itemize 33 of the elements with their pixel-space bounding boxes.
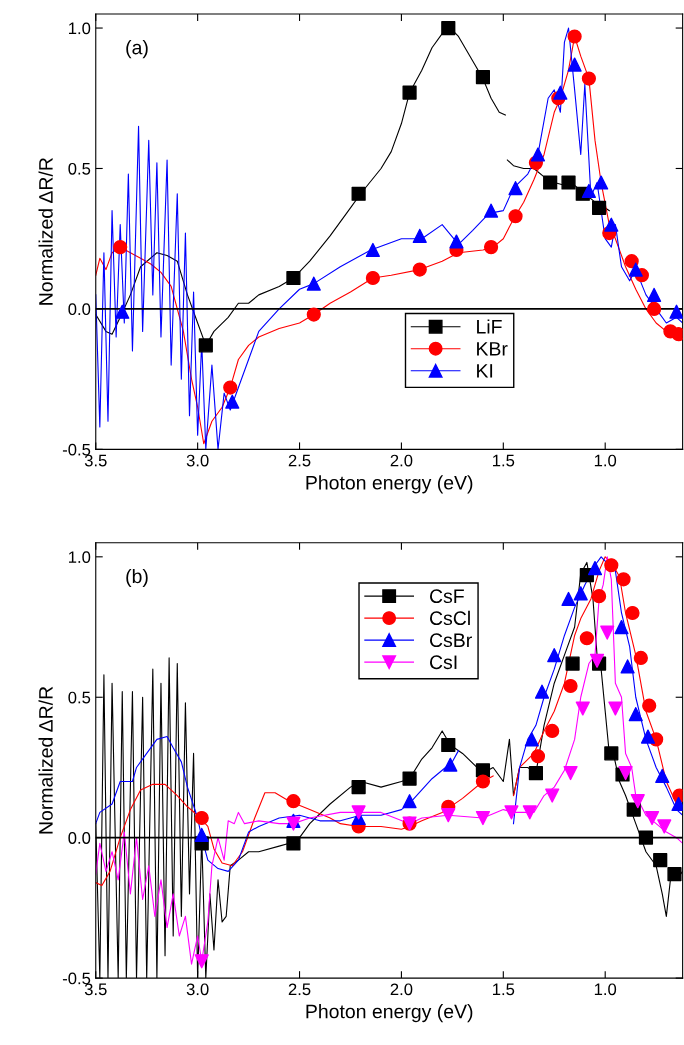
x-tick-label: 1.0	[594, 454, 617, 467]
x-tick-label: 2.5	[288, 983, 311, 996]
legend-label: KI	[477, 364, 493, 378]
legend-label: CsI	[430, 655, 457, 670]
x-tick-label: 1.5	[493, 454, 515, 467]
legend-label: LiF	[477, 319, 502, 334]
y-tick-label: 0.5	[68, 162, 91, 175]
legend-label: CsBr	[430, 633, 472, 648]
legend-label: CsCl	[430, 610, 470, 626]
legend-label: CsF	[430, 589, 464, 604]
y-tick-label: 0.0	[68, 832, 91, 844]
x-tick-label: 2.0	[390, 983, 413, 996]
y-tick-label: -0.5	[62, 972, 91, 985]
y-tick-label: 0.5	[68, 691, 91, 704]
y-tick-label: 0.0	[68, 303, 91, 316]
x-tick-label: 3.0	[186, 454, 209, 467]
x-tick-label: 2.5	[288, 454, 311, 467]
x-tick-label: 3.5	[84, 983, 107, 996]
x-tick-label: 3.0	[186, 983, 209, 996]
x-tick-label: 1.0	[594, 983, 617, 996]
annotation: (b)	[126, 568, 148, 588]
y-tick-label: 1.0	[69, 22, 91, 35]
x-axis-title: Photon energy (eV)	[306, 475, 473, 494]
legend-label: KBr	[477, 342, 508, 356]
y-axis-title: Normalized ΔR/R	[38, 158, 53, 305]
x-tick-label: 1.5	[493, 983, 515, 996]
y-axis-title: Normalized ΔR/R	[38, 686, 53, 834]
x-tick-label: 3.5	[84, 454, 107, 467]
y-tick-label: -0.5	[62, 443, 91, 456]
x-axis-title: Photon energy (eV)	[306, 1004, 473, 1023]
y-tick-label: 1.0	[69, 551, 91, 564]
annotation: (a)	[126, 40, 148, 59]
x-tick-label: 2.0	[390, 454, 413, 467]
